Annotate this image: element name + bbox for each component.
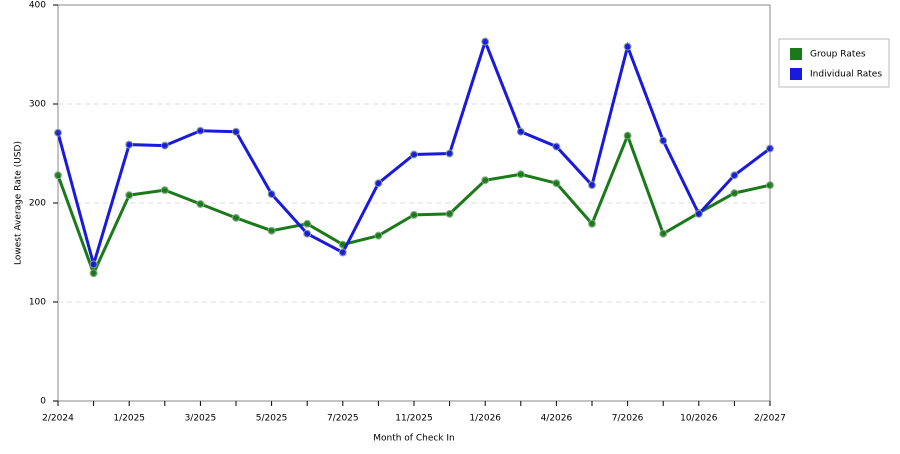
data-point: [481, 176, 490, 185]
data-point: [445, 209, 454, 218]
data-point: [588, 181, 596, 190]
data-point: [730, 171, 739, 180]
data-point: [516, 170, 525, 179]
data-point: [125, 191, 134, 200]
x-tick-label: 4/2026: [541, 414, 573, 424]
data-point: [232, 127, 240, 136]
data-point: [552, 179, 561, 188]
data-point: [89, 260, 98, 269]
legend-swatch: [790, 68, 802, 80]
data-point: [267, 190, 276, 199]
data-point: [623, 42, 632, 51]
data-point: [89, 269, 98, 278]
data-point: [160, 141, 169, 150]
x-tick-label: 1/2025: [113, 414, 145, 424]
data-point: [267, 226, 276, 235]
x-tick-label: 11/2025: [395, 414, 432, 424]
y-tick-label: 100: [29, 298, 46, 308]
x-tick-label: 2/2024: [42, 414, 74, 424]
y-tick-label: 200: [29, 199, 46, 209]
x-tick-label: 7/2025: [327, 414, 359, 424]
data-point: [766, 181, 774, 190]
legend-label: Group Rates: [810, 50, 866, 60]
x-tick-label: 10/2026: [680, 414, 718, 424]
x-tick-label: 7/2026: [612, 414, 644, 424]
data-point: [588, 219, 596, 228]
data-point: [54, 171, 62, 180]
legend-label: Individual Rates: [810, 70, 882, 80]
data-point: [552, 142, 561, 151]
data-point: [196, 199, 205, 208]
x-tick-label: 3/2025: [185, 414, 217, 424]
x-tick-label: 5/2025: [256, 414, 288, 424]
data-point: [54, 128, 62, 137]
data-point: [232, 213, 240, 222]
data-point: [445, 149, 454, 158]
legend-swatch: [790, 48, 802, 60]
y-axis-title: Lowest Average Rate (USD): [14, 141, 24, 265]
data-point: [481, 37, 490, 46]
data-point: [196, 126, 205, 135]
x-axis-title: Month of Check In: [373, 434, 455, 444]
data-point: [659, 136, 668, 145]
data-point: [160, 186, 169, 195]
y-tick-label: 300: [29, 100, 46, 110]
data-point: [659, 229, 668, 238]
data-point: [303, 229, 312, 238]
data-point: [338, 248, 347, 257]
data-point: [374, 231, 383, 240]
data-point: [410, 210, 418, 219]
y-tick-label: 400: [29, 1, 46, 11]
x-tick-label: 1/2026: [469, 414, 501, 424]
data-point: [694, 209, 703, 218]
data-point: [410, 150, 418, 159]
data-point: [730, 189, 739, 198]
data-point: [623, 131, 632, 140]
data-point: [125, 140, 134, 149]
data-point: [303, 219, 312, 228]
data-point: [516, 127, 525, 136]
y-tick-label: 0: [40, 397, 46, 407]
data-point: [374, 179, 383, 188]
data-point: [766, 144, 774, 153]
x-tick-label: 2/2027: [754, 414, 786, 424]
